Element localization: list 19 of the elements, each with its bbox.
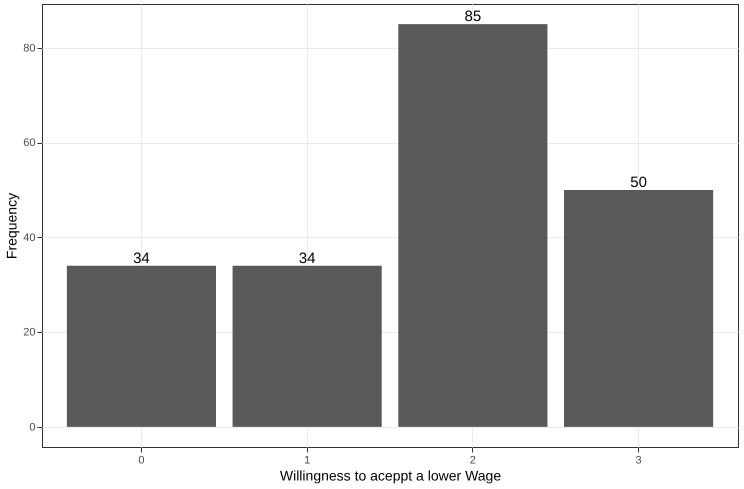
y-tick-label: 40 — [23, 232, 36, 244]
bar — [564, 190, 714, 427]
x-tick-label: 0 — [138, 454, 144, 466]
data-label: 34 — [298, 250, 316, 267]
bar — [66, 266, 216, 427]
x-tick-label: 2 — [470, 454, 476, 466]
bar — [398, 24, 548, 427]
data-label: 85 — [464, 8, 482, 26]
data-label: 50 — [630, 174, 647, 191]
y-axis-title: Frequency — [3, 192, 20, 260]
y-tick-label: 80 — [23, 42, 36, 54]
bar — [232, 266, 382, 427]
x-axis-title: Willingness to aceppt a lower Wage — [280, 468, 502, 484]
y-tick-label: 20 — [23, 326, 36, 339]
y-tick-label: 0 — [29, 421, 36, 434]
x-tick-label: 1 — [304, 454, 310, 466]
y-tick-label: 60 — [23, 137, 36, 150]
x-tick-label: 3 — [636, 454, 642, 466]
data-label: 34 — [133, 250, 150, 267]
